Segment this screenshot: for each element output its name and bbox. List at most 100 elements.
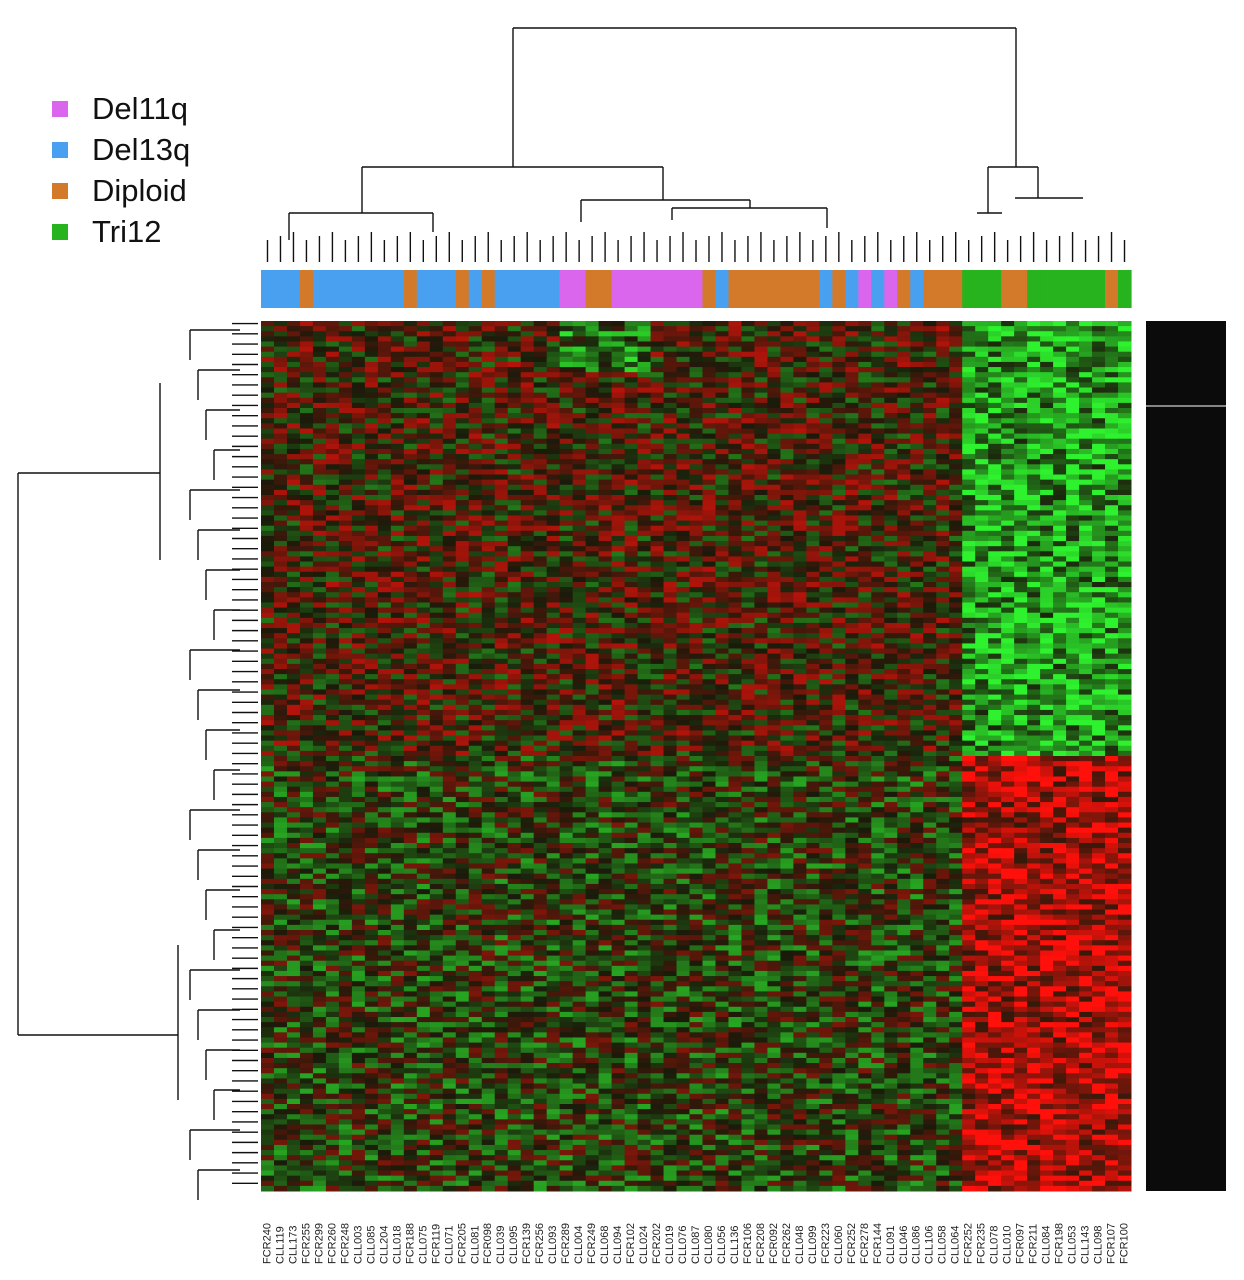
heatmap-cell <box>1001 653 1015 660</box>
heatmap-cell <box>728 331 742 337</box>
heatmap-cell <box>741 592 755 598</box>
heatmap-cell <box>689 372 703 378</box>
heatmap-cell <box>741 674 755 680</box>
heatmap-cell <box>455 443 470 450</box>
heatmap-cell <box>637 597 652 603</box>
heatmap-cell <box>936 576 950 583</box>
heatmap-cell <box>585 592 600 598</box>
heatmap-cell <box>1027 454 1041 460</box>
heatmap-cell <box>1027 638 1041 644</box>
heatmap-cell <box>1092 561 1106 568</box>
heatmap-cell <box>403 525 418 532</box>
heatmap-cell <box>1053 464 1067 470</box>
heatmap-cell <box>949 571 963 578</box>
heatmap-cell <box>702 428 716 435</box>
heatmap-cell <box>715 351 729 358</box>
heatmap-cell <box>1105 530 1119 537</box>
heatmap-cell <box>819 535 833 542</box>
heatmap-cell <box>442 551 457 557</box>
heatmap-cell <box>507 413 522 419</box>
heatmap-cell <box>286 443 301 450</box>
heatmap-cell <box>1014 479 1028 486</box>
heatmap-cell <box>572 607 587 614</box>
heatmap-cell <box>1040 489 1054 496</box>
heatmap-cell <box>949 438 963 445</box>
heatmap-cell <box>494 326 509 332</box>
heatmap-cell <box>325 459 340 465</box>
heatmap-cell <box>910 454 924 460</box>
heatmap-cell <box>416 443 431 450</box>
heatmap-cell <box>351 597 366 603</box>
heatmap-cell <box>767 321 781 327</box>
heatmap-cell <box>520 530 535 537</box>
heatmap-cell <box>793 622 807 629</box>
heatmap-cell <box>806 638 820 644</box>
heatmap-cell <box>715 669 729 675</box>
heatmap-cell <box>1079 397 1093 404</box>
heatmap-cell <box>273 663 288 670</box>
heatmap-cell <box>975 674 989 680</box>
heatmap-cell <box>936 402 950 409</box>
heatmap-cell <box>312 495 327 501</box>
heatmap-cell <box>702 602 716 609</box>
heatmap-cell <box>884 525 898 532</box>
heatmap-cell <box>325 448 340 455</box>
heatmap-cell <box>1118 638 1132 644</box>
heatmap-cell <box>390 361 405 368</box>
heatmap-cell <box>1014 617 1028 624</box>
heatmap-cell <box>975 489 989 496</box>
heatmap-cell <box>1027 387 1041 394</box>
heatmap-cell <box>663 541 678 547</box>
heatmap-cell <box>858 356 872 363</box>
heatmap-cell <box>741 530 755 537</box>
heatmap-cell <box>390 607 405 614</box>
heatmap-cell <box>1001 520 1015 527</box>
heatmap-cell <box>598 428 613 435</box>
heatmap-cell <box>364 530 379 537</box>
heatmap-cell <box>416 505 431 511</box>
heatmap-cell <box>468 402 483 409</box>
heatmap-cell <box>663 587 678 593</box>
heatmap-cell <box>702 382 716 389</box>
heatmap-cell <box>767 443 781 450</box>
heatmap-cell <box>1118 510 1132 516</box>
heatmap-cell <box>494 617 509 624</box>
heatmap-cell <box>416 495 431 501</box>
heatmap-cell <box>273 413 288 419</box>
heatmap-cell <box>988 397 1002 404</box>
heatmap-cell <box>533 402 548 409</box>
heatmap-cell <box>936 408 950 414</box>
heatmap-cell <box>325 617 340 624</box>
heatmap-cell <box>312 571 327 578</box>
heatmap-cell <box>1079 571 1093 578</box>
heatmap-cell <box>975 433 989 440</box>
heatmap-cell <box>1027 648 1041 655</box>
heatmap-cell <box>416 597 431 603</box>
heatmap-cell <box>858 520 872 527</box>
heatmap-cell <box>1014 361 1028 368</box>
heatmap-cell <box>624 464 639 470</box>
heatmap-cell <box>871 341 885 348</box>
heatmap-cell <box>884 505 898 511</box>
heatmap-cell <box>351 541 366 547</box>
heatmap-cell <box>1001 331 1015 337</box>
heatmap-cell <box>429 392 444 399</box>
heatmap-cell <box>1079 669 1093 675</box>
heatmap-cell <box>975 643 989 650</box>
heatmap-cell <box>949 525 963 532</box>
heatmap-cell <box>858 377 872 383</box>
heatmap-cell <box>663 377 678 383</box>
heatmap-cell <box>273 418 288 424</box>
heatmap-cell <box>1027 423 1041 429</box>
heatmap-cell <box>806 392 820 399</box>
heatmap-cell <box>1066 663 1080 670</box>
heatmap-cell <box>572 346 587 353</box>
heatmap-cell <box>715 500 729 506</box>
heatmap-cell <box>1053 454 1067 460</box>
heatmap-cell <box>858 372 872 378</box>
heatmap-cell <box>261 326 275 332</box>
heatmap-cell <box>390 546 405 552</box>
heatmap-cell <box>702 566 716 573</box>
heatmap-cell <box>923 418 937 424</box>
heatmap-cell <box>585 448 600 455</box>
